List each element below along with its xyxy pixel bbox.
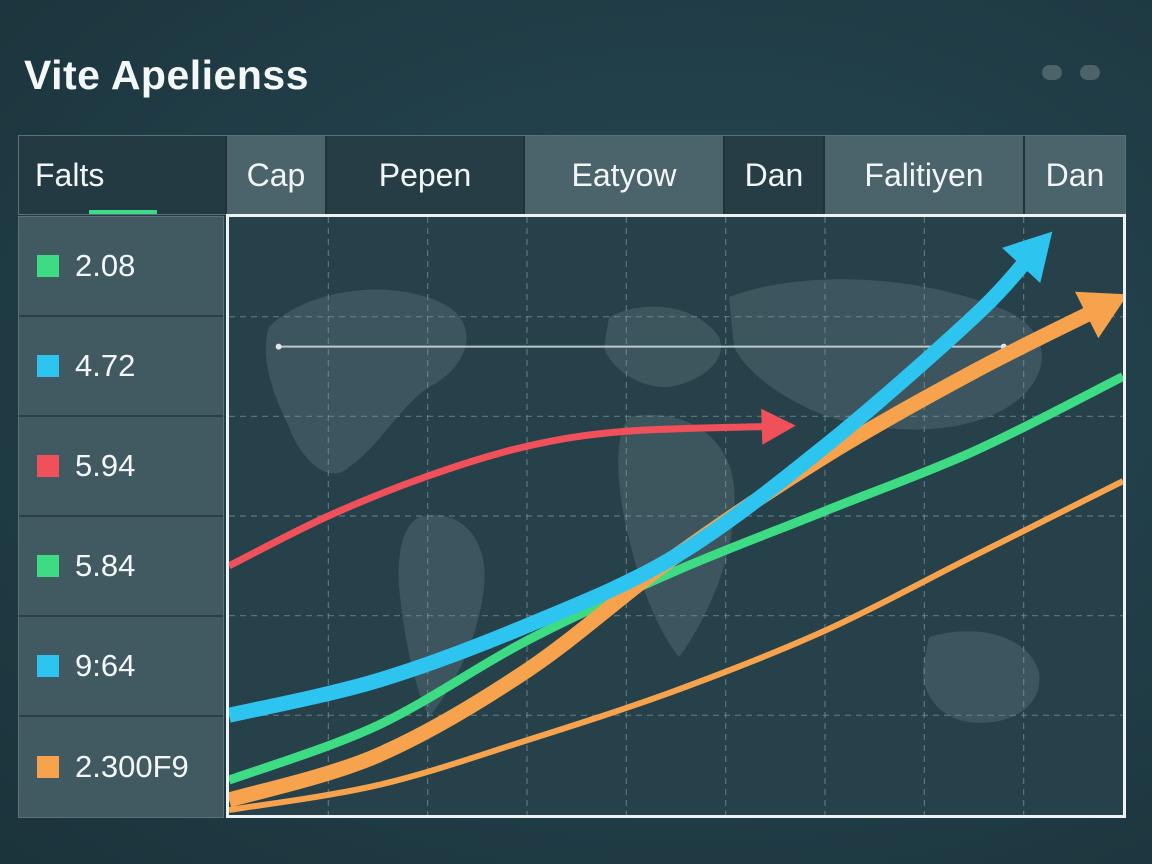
window-control-dot[interactable] [1080, 65, 1100, 80]
legend-item[interactable]: 2.08 [19, 217, 223, 317]
tab-eatyow[interactable]: Eatyow [525, 136, 725, 214]
tab-pepen[interactable]: Pepen [327, 136, 525, 214]
chart-series [229, 231, 1123, 813]
series-line [229, 478, 1123, 813]
legend-item[interactable]: 9:64 [19, 617, 223, 717]
tab-dan-2[interactable]: Dan [1025, 136, 1125, 214]
line-chart [229, 217, 1123, 815]
legend-item[interactable]: 4.72 [19, 317, 223, 417]
tab-falts[interactable]: Falts [19, 136, 227, 214]
legend-value: 5.94 [75, 448, 136, 483]
legend-swatch [37, 355, 59, 377]
active-tab-indicator [89, 210, 157, 214]
series-line [229, 372, 1123, 785]
legend-item[interactable]: 5.94 [19, 417, 223, 517]
map-landmass-africa [618, 414, 735, 657]
chart-area [226, 214, 1126, 818]
tab-label: Dan [744, 156, 804, 193]
chart-grid [229, 217, 1123, 815]
app-title: Vite Apelienss [24, 52, 310, 98]
reference-line-marker [275, 343, 282, 350]
series-arrowhead [761, 408, 796, 445]
series-line [229, 246, 1040, 723]
tab-falitiyen[interactable]: Falitiyen [825, 136, 1025, 214]
legend-swatch [37, 255, 59, 277]
series-arrowhead [1075, 291, 1123, 339]
series-arrowhead [1002, 231, 1053, 284]
tab-label: Dan [1045, 156, 1105, 193]
tab-cap[interactable]: Cap [227, 136, 327, 214]
legend-value: 4.72 [75, 348, 136, 383]
legend-value: 2.300F9 [75, 749, 189, 784]
map-landmass-oceania [923, 631, 1040, 723]
tab-label: Pepen [378, 156, 472, 193]
legend-swatch [37, 655, 59, 677]
tab-dan[interactable]: Dan [725, 136, 825, 214]
legend-item[interactable]: 2.300F9 [19, 717, 223, 817]
legend-swatch [37, 455, 59, 477]
tab-label: Cap [246, 156, 306, 193]
tab-label: Falts [35, 156, 105, 193]
window-control-dot[interactable] [1042, 65, 1062, 80]
legend-panel: 2.08 4.72 5.94 5.84 9:64 2.300F9 [18, 216, 224, 818]
legend-value: 2.08 [75, 248, 136, 283]
legend-value: 9:64 [75, 648, 136, 683]
tab-bar: Falts Cap Pepen Eatyow Dan Falitiyen Dan [18, 135, 1126, 215]
tab-label: Eatyow [571, 156, 677, 193]
legend-swatch [37, 756, 59, 778]
legend-swatch [37, 555, 59, 577]
tab-label: Falitiyen [864, 156, 984, 193]
map-landmass-north-america [265, 289, 467, 474]
legend-value: 5.84 [75, 548, 136, 583]
legend-item[interactable]: 5.84 [19, 517, 223, 617]
series-line [229, 422, 776, 569]
